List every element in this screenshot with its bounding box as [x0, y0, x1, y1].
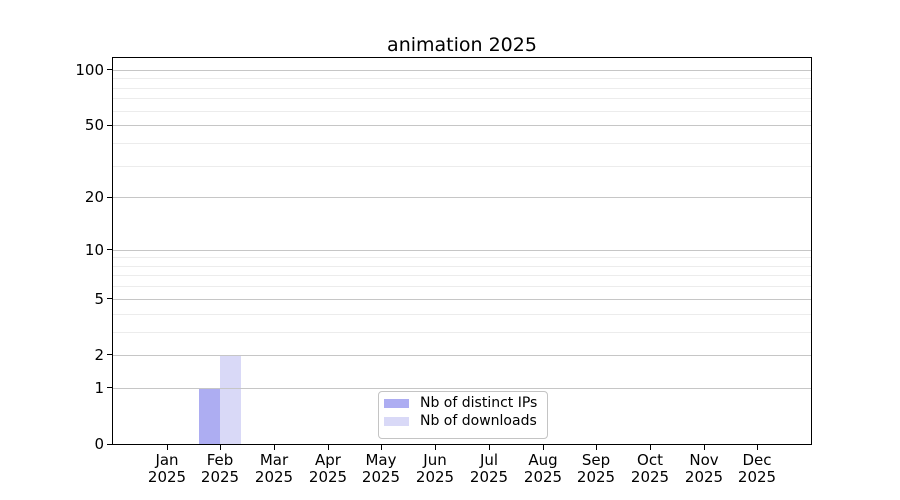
x-tick-mark	[704, 445, 705, 450]
y-tick-label: 50	[84, 116, 104, 134]
major-gridline	[113, 125, 811, 126]
x-tick-label: Mar 2025	[254, 451, 294, 486]
x-tick-mark	[167, 445, 168, 450]
x-tick-mark	[596, 445, 597, 450]
x-tick-mark	[328, 445, 329, 450]
x-tick-label: May 2025	[361, 451, 401, 486]
x-tick-mark	[274, 445, 275, 450]
major-gridline	[113, 250, 811, 251]
x-tick-label: Aug 2025	[523, 451, 563, 486]
minor-gridline	[113, 257, 811, 258]
major-gridline	[113, 299, 811, 300]
legend-label-downloads: Nb of downloads	[420, 413, 537, 429]
bar-downloads-1	[220, 354, 242, 444]
minor-gridline	[113, 78, 811, 79]
x-tick-label: Feb 2025	[200, 451, 240, 486]
bar-distinct-ips-1	[199, 387, 221, 444]
legend-swatch-distinct-ips	[384, 398, 409, 408]
x-tick-label: Sep 2025	[576, 451, 616, 486]
x-tick-label: Nov 2025	[684, 451, 724, 486]
y-tick-mark	[107, 354, 112, 355]
y-tick-mark	[107, 387, 112, 388]
legend-item-downloads: Nb of downloads	[384, 412, 547, 430]
minor-gridline	[113, 275, 811, 276]
minor-gridline	[113, 98, 811, 99]
x-tick-label: Jun 2025	[415, 451, 455, 486]
y-tick-label: 10	[84, 241, 104, 259]
y-tick-label: 1	[94, 379, 104, 397]
major-gridline	[113, 355, 811, 356]
x-tick-label: Dec 2025	[737, 451, 777, 486]
y-tick-mark	[107, 197, 112, 198]
y-tick-mark	[107, 125, 112, 126]
x-tick-mark	[650, 445, 651, 450]
y-tick-mark	[107, 298, 112, 299]
minor-gridline	[113, 88, 811, 89]
y-tick-label: 5	[94, 290, 104, 308]
minor-gridline	[113, 166, 811, 167]
y-tick-mark	[107, 69, 112, 70]
legend-item-distinct-ips: Nb of distinct IPs	[384, 394, 547, 412]
x-tick-mark	[381, 445, 382, 450]
y-tick-label: 0	[94, 435, 104, 453]
chart-title: animation 2025	[387, 34, 537, 56]
legend-label-distinct-ips: Nb of distinct IPs	[420, 395, 538, 411]
x-tick-mark	[220, 445, 221, 450]
major-gridline	[113, 70, 811, 71]
x-tick-mark	[543, 445, 544, 450]
plot-area	[112, 57, 812, 445]
minor-gridline	[113, 143, 811, 144]
y-tick-label: 100	[75, 61, 104, 79]
x-tick-label: Apr 2025	[308, 451, 348, 486]
y-tick-mark	[107, 249, 112, 250]
major-gridline	[113, 388, 811, 389]
x-tick-mark	[435, 445, 436, 450]
x-tick-label: Jul 2025	[469, 451, 509, 486]
x-tick-label: Oct 2025	[630, 451, 670, 486]
x-tick-mark	[757, 445, 758, 450]
x-tick-label: Jan 2025	[147, 451, 187, 486]
minor-gridline	[113, 332, 811, 333]
y-tick-label: 2	[94, 346, 104, 364]
minor-gridline	[113, 111, 811, 112]
y-tick-mark	[107, 444, 112, 445]
legend: Nb of distinct IPs Nb of downloads	[378, 391, 548, 439]
minor-gridline	[113, 314, 811, 315]
y-tick-label: 20	[84, 188, 104, 206]
minor-gridline	[113, 266, 811, 267]
minor-gridline	[113, 286, 811, 287]
major-gridline	[113, 197, 811, 198]
x-tick-mark	[489, 445, 490, 450]
legend-swatch-downloads	[384, 416, 409, 426]
